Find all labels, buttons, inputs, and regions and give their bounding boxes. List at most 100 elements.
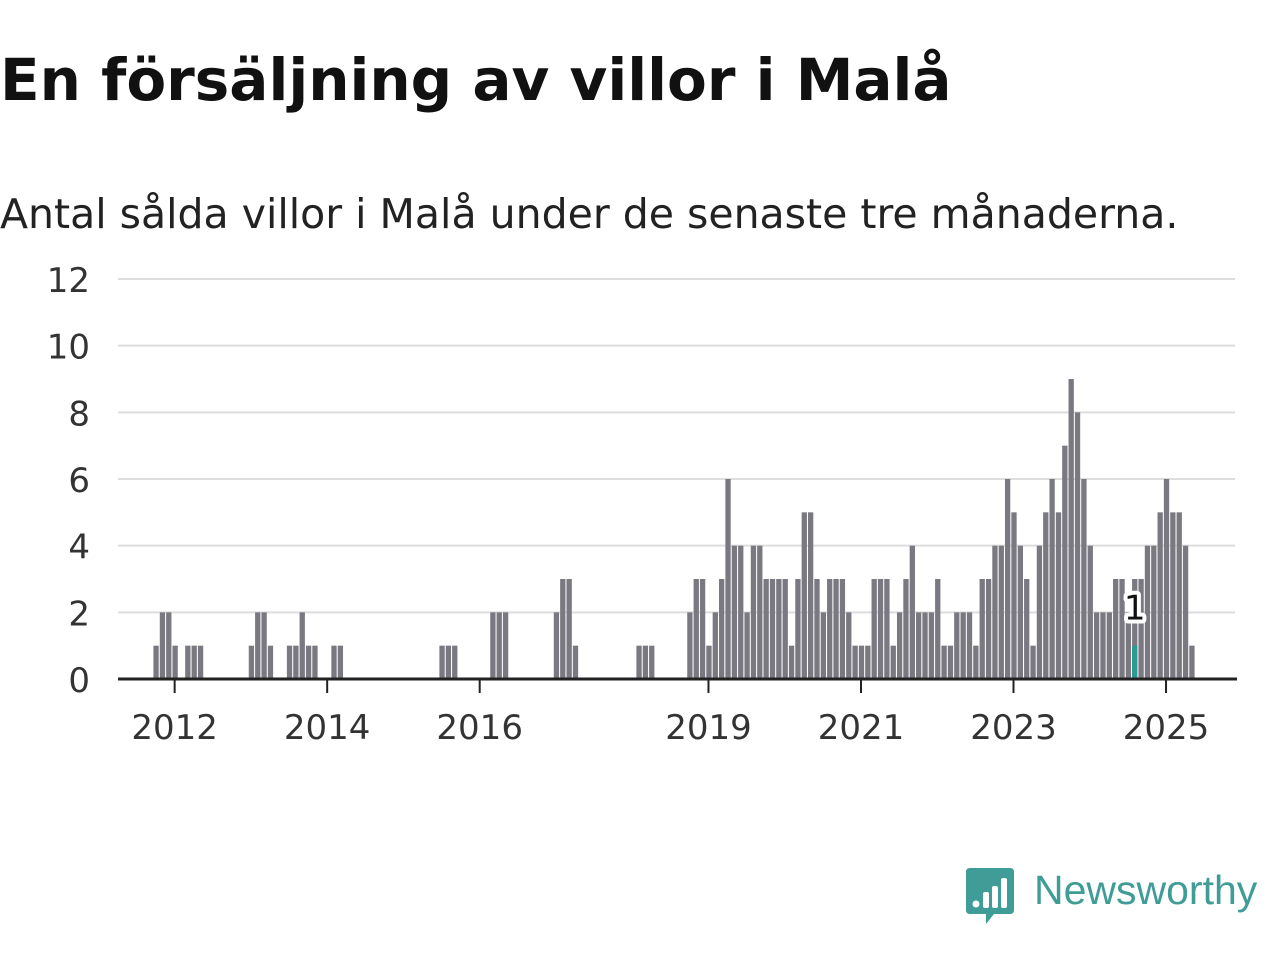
y-tick-label: 4 (68, 528, 90, 568)
bar (439, 645, 445, 679)
bar (502, 612, 509, 679)
bar (941, 645, 947, 679)
bar (846, 612, 852, 679)
bar (1132, 579, 1138, 679)
bar (827, 579, 833, 679)
bar (1081, 479, 1087, 679)
bar (992, 545, 998, 679)
bar (1062, 445, 1068, 679)
bar (839, 579, 846, 679)
bar (1106, 612, 1112, 679)
bar (1074, 412, 1081, 679)
highlight-label: 1 (1124, 589, 1146, 629)
brand-name: Newsworthy (1034, 867, 1258, 913)
brand: Newsworthy (964, 864, 1280, 928)
bar (750, 545, 757, 679)
bar (858, 645, 865, 679)
bar (267, 645, 274, 679)
bar (1043, 512, 1049, 679)
bar (1113, 579, 1119, 679)
bar (979, 579, 985, 679)
bar (553, 612, 560, 679)
bar (293, 645, 299, 679)
y-tick-label: 10 (47, 328, 90, 368)
bar (744, 612, 750, 679)
bar (1068, 379, 1074, 679)
bar (1176, 512, 1182, 679)
bar (884, 579, 890, 679)
x-tick-label: 2023 (970, 708, 1057, 748)
x-tick-label: 2025 (1123, 708, 1210, 748)
bar (1182, 545, 1189, 679)
bar (1087, 545, 1093, 679)
y-tick-label: 8 (68, 394, 90, 434)
y-tick-label: 12 (47, 261, 90, 301)
bar (833, 579, 839, 679)
bar (305, 645, 312, 679)
bar (172, 645, 178, 679)
bar (706, 645, 712, 679)
bar (490, 612, 496, 679)
bar (1125, 612, 1132, 679)
bar (1049, 479, 1055, 679)
bar (337, 645, 344, 679)
bar (871, 579, 877, 679)
bar (947, 645, 954, 679)
bar (909, 545, 915, 679)
bar (699, 579, 706, 679)
bar (1017, 545, 1023, 679)
bar (719, 579, 725, 679)
bar (159, 612, 166, 679)
bar (1170, 512, 1176, 679)
x-tick-label: 2014 (284, 708, 371, 748)
page-title: En försäljning av villor i Malå (0, 46, 952, 114)
bar (331, 645, 337, 679)
bar (998, 545, 1004, 679)
bar (725, 479, 731, 679)
bar (1024, 579, 1030, 679)
x-tick-label: 2012 (131, 708, 218, 748)
page-subtitle: Antal sålda villor i Malå under de senas… (0, 190, 1179, 238)
bar (191, 645, 197, 679)
bar (687, 612, 693, 679)
bar (452, 645, 458, 679)
bar (769, 579, 776, 679)
y-tick-label: 0 (68, 661, 90, 701)
bar (738, 545, 744, 679)
bar (903, 579, 909, 679)
bar (782, 579, 788, 679)
bar (649, 645, 655, 679)
bar (922, 612, 928, 679)
bar (1030, 645, 1036, 679)
highlight-annotation: 1 (1120, 585, 1150, 633)
highlight-bar (1132, 645, 1138, 679)
bar (197, 645, 204, 679)
bar (935, 579, 941, 679)
bar (1119, 579, 1125, 679)
bar (916, 612, 922, 679)
gridlines (118, 278, 1235, 614)
bar (1036, 545, 1043, 679)
bar (1011, 512, 1017, 679)
bar (1157, 512, 1163, 679)
chart-bubble-icon (966, 868, 1014, 924)
bar (1093, 612, 1100, 679)
bar (636, 645, 642, 679)
bar (286, 645, 293, 679)
bar (795, 579, 801, 679)
bar (928, 612, 935, 679)
bar (960, 612, 966, 679)
bar (820, 612, 826, 679)
x-tick-label: 2021 (818, 708, 905, 748)
bar (865, 645, 871, 679)
bar (572, 645, 579, 679)
bar (248, 645, 255, 679)
bar (776, 579, 782, 679)
bar (1189, 645, 1195, 679)
bar (445, 645, 452, 679)
bar (1100, 612, 1106, 679)
bar (185, 645, 191, 679)
x-tick-label: 2019 (665, 708, 752, 748)
bar (763, 579, 769, 679)
x-tick-label: 2016 (436, 708, 523, 748)
